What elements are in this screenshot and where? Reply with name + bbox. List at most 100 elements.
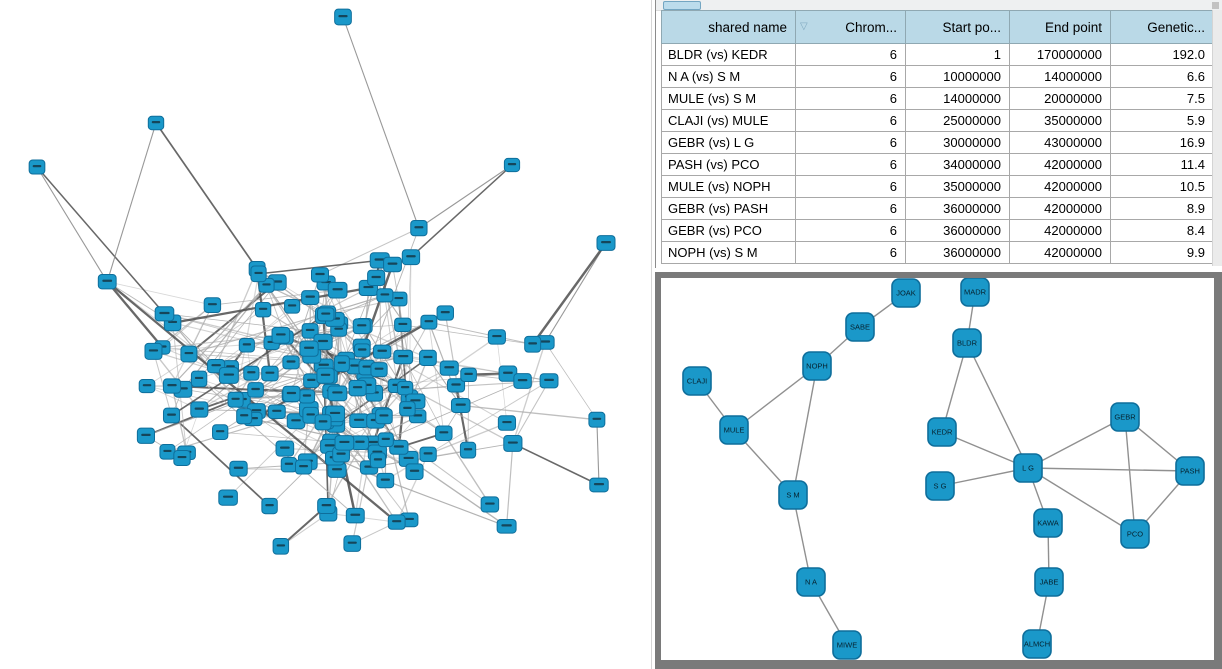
network-node[interactable] <box>310 267 330 283</box>
network-node[interactable] <box>503 157 521 173</box>
network-node[interactable] <box>136 427 156 444</box>
network-node[interactable] <box>383 256 402 273</box>
column-header-start-po[interactable]: Start po... <box>905 10 1010 44</box>
network-node[interactable] <box>524 335 542 353</box>
network-node[interactable] <box>316 367 335 384</box>
network-node[interactable] <box>349 413 369 429</box>
network-node[interactable] <box>261 365 279 382</box>
network-node[interactable] <box>218 489 238 506</box>
network-node[interactable] <box>334 8 352 26</box>
column-header-chrom[interactable]: ▽ Chrom... <box>795 10 906 44</box>
network-node[interactable] <box>589 477 609 493</box>
network-node[interactable] <box>480 496 500 513</box>
table-row[interactable]: BLDR (vs) KEDR 6 1 170000000 192.0 <box>661 43 1214 66</box>
network-node[interactable] <box>353 343 371 358</box>
table-row[interactable]: N A (vs) S M 6 10000000 14000000 6.6 <box>661 65 1214 88</box>
network-node[interactable] <box>154 306 175 322</box>
table-row[interactable]: CLAJI (vs) MULE 6 25000000 35000000 5.9 <box>661 109 1214 132</box>
network-node[interactable] <box>227 391 244 408</box>
network-node[interactable] <box>180 345 198 363</box>
network-node[interactable] <box>345 507 365 524</box>
network-node[interactable] <box>410 219 428 237</box>
network-node-almch[interactable]: ALMCH <box>1022 629 1052 659</box>
overview-network-canvas[interactable] <box>0 0 655 669</box>
network-node[interactable] <box>487 329 506 345</box>
network-node[interactable] <box>375 408 393 425</box>
network-node-mule[interactable]: MULE <box>719 415 749 445</box>
network-node[interactable] <box>370 362 388 378</box>
network-node[interactable] <box>162 407 181 424</box>
network-node[interactable] <box>327 462 347 478</box>
network-node[interactable] <box>376 472 395 489</box>
network-node[interactable] <box>203 297 222 314</box>
network-node-l-g[interactable]: L G <box>1013 453 1043 483</box>
network-node[interactable] <box>377 432 394 448</box>
network-node-claji[interactable]: CLAJI <box>682 366 712 396</box>
network-node[interactable] <box>539 373 559 389</box>
network-node[interactable] <box>286 413 306 430</box>
network-node-n-a[interactable]: N A <box>796 567 826 597</box>
network-node[interactable] <box>343 535 362 552</box>
network-node[interactable] <box>314 414 332 431</box>
network-node[interactable] <box>450 397 471 414</box>
network-node[interactable] <box>435 425 453 441</box>
network-node[interactable] <box>238 338 255 353</box>
network-node[interactable] <box>301 323 319 339</box>
network-node[interactable] <box>439 360 459 376</box>
network-node[interactable] <box>298 389 316 404</box>
network-node[interactable] <box>138 379 156 394</box>
scrollbar-thumb[interactable] <box>663 1 701 10</box>
network-node[interactable] <box>97 273 117 290</box>
network-node[interactable] <box>459 441 477 459</box>
network-node[interactable] <box>405 463 424 480</box>
table-vertical-scrollbar[interactable] <box>1212 10 1222 266</box>
network-node[interactable] <box>272 537 290 555</box>
network-node[interactable] <box>348 379 367 397</box>
network-node[interactable] <box>399 401 416 417</box>
network-node-sabe[interactable]: SABE <box>845 312 875 342</box>
table-row[interactable]: GEBR (vs) PASH 6 36000000 42000000 8.9 <box>661 197 1214 220</box>
network-node[interactable] <box>394 317 412 333</box>
detail-network-canvas[interactable]: JOAK SABE NOPH CLAJI MULE S M N A MIWE MADR BLDR K… <box>661 278 1214 660</box>
network-node[interactable] <box>376 288 394 303</box>
network-node[interactable] <box>333 355 350 372</box>
network-node[interactable] <box>496 518 517 534</box>
network-node[interactable] <box>327 385 348 402</box>
network-node[interactable] <box>350 435 370 450</box>
table-row[interactable]: MULE (vs) NOPH 6 35000000 42000000 10.5 <box>661 175 1214 198</box>
network-node[interactable] <box>275 440 295 457</box>
network-node[interactable] <box>282 385 301 402</box>
network-node-pco[interactable]: PCO <box>1120 519 1150 549</box>
table-row[interactable]: GEBR (vs) PCO 6 36000000 42000000 8.4 <box>661 219 1214 242</box>
network-node[interactable] <box>271 326 291 344</box>
network-node[interactable] <box>190 370 208 388</box>
network-node[interactable] <box>436 305 454 321</box>
table-row[interactable]: NOPH (vs) S M 6 36000000 42000000 9.9 <box>661 241 1214 264</box>
network-node[interactable] <box>420 314 438 330</box>
network-node-kawa[interactable]: KAWA <box>1033 508 1063 538</box>
column-header-shared-name[interactable]: shared name <box>661 10 796 44</box>
network-node[interactable] <box>190 401 209 418</box>
network-node[interactable] <box>372 344 392 359</box>
network-node[interactable] <box>446 378 466 393</box>
network-node-madr[interactable]: MADR <box>960 278 990 307</box>
network-node[interactable] <box>236 408 253 425</box>
network-node[interactable] <box>334 435 355 451</box>
network-node[interactable] <box>173 449 191 466</box>
network-node[interactable] <box>401 249 421 266</box>
network-node-s-g[interactable]: S G <box>925 471 955 501</box>
network-node-pash[interactable]: PASH <box>1175 456 1205 486</box>
network-node[interactable] <box>294 459 313 475</box>
network-node[interactable] <box>147 115 165 131</box>
network-node[interactable] <box>299 340 319 357</box>
network-node-kedr[interactable]: KEDR <box>927 417 957 447</box>
column-header-genetic[interactable]: Genetic... <box>1110 10 1214 44</box>
network-node[interactable] <box>317 307 335 322</box>
network-node-s-m[interactable]: S M <box>778 480 808 510</box>
column-header-end-point[interactable]: End point <box>1009 10 1111 44</box>
network-node[interactable] <box>387 514 406 530</box>
network-node-jabe[interactable]: JABE <box>1034 567 1064 597</box>
network-node[interactable] <box>419 349 437 366</box>
network-node[interactable] <box>267 404 286 420</box>
network-node[interactable] <box>460 367 477 382</box>
